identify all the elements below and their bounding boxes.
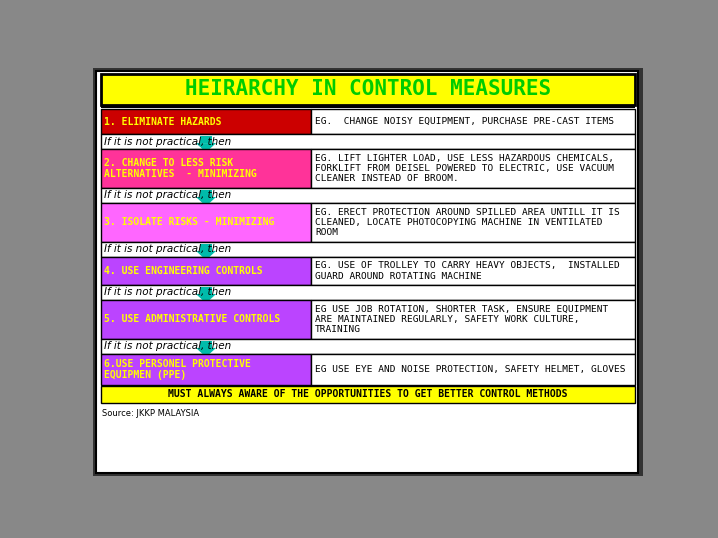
Bar [101,339,635,354]
Bar [312,300,635,339]
Polygon shape [196,348,216,357]
Polygon shape [196,197,216,206]
Bar [101,149,312,188]
Bar [200,341,213,348]
Bar [101,134,635,149]
Bar [101,74,635,104]
Bar [101,354,312,385]
Bar [200,190,213,197]
Text: 5. USE ADMINISTRATIVE CONTROLS: 5. USE ADMINISTRATIVE CONTROLS [105,314,281,324]
Bar [101,300,312,339]
Text: 3. ISOLATE RISKS - MINIMIZING: 3. ISOLATE RISKS - MINIMIZING [105,217,275,228]
Text: EG USE EYE AND NOISE PROTECTION, SAFETY HELMET, GLOVES: EG USE EYE AND NOISE PROTECTION, SAFETY … [315,365,626,374]
Bar [200,287,213,294]
Text: 4. USE ENGINEERING CONTROLS: 4. USE ENGINEERING CONTROLS [105,266,263,276]
Text: 6.USE PERSONEL PROTECTIVE
EQUIPMEN (PPE): 6.USE PERSONEL PROTECTIVE EQUIPMEN (PPE) [105,359,251,380]
Polygon shape [196,143,216,152]
Bar [101,109,312,134]
Bar [101,285,635,300]
Bar [200,136,213,143]
Bar [200,244,213,251]
Text: EG.  CHANGE NOISY EQUIPMENT, PURCHASE PRE-CAST ITEMS: EG. CHANGE NOISY EQUIPMENT, PURCHASE PRE… [315,117,615,126]
Polygon shape [196,294,216,303]
Bar [101,257,312,285]
Text: EG USE JOB ROTATION, SHORTER TASK, ENSURE EQUIPMENT
ARE MAINTAINED REGULARLY, SA: EG USE JOB ROTATION, SHORTER TASK, ENSUR… [315,305,609,334]
Text: Source: JKKP MALAYSIA: Source: JKKP MALAYSIA [102,409,200,417]
Text: EG. USE OF TROLLEY TO CARRY HEAVY OBJECTS,  INSTALLED
GUARD AROUND ROTATING MACH: EG. USE OF TROLLEY TO CARRY HEAVY OBJECT… [315,261,620,281]
Bar [101,386,635,402]
Text: If it is not practical, then: If it is not practical, then [105,137,232,146]
Text: If it is not practical, then: If it is not practical, then [105,244,232,254]
Text: EG. ERECT PROTECTION AROUND SPILLED AREA UNTILL IT IS
CLEANED, LOCATE PHOTOCOPYI: EG. ERECT PROTECTION AROUND SPILLED AREA… [315,208,620,237]
Bar [312,203,635,242]
Text: 1. ELIMINATE HAZARDS: 1. ELIMINATE HAZARDS [105,117,222,126]
Bar [101,242,635,257]
Polygon shape [196,251,216,260]
Bar [101,104,635,109]
Bar [101,203,312,242]
Text: EG. LIFT LIGHTER LOAD, USE LESS HAZARDOUS CHEMICALS,
FORKLIFT FROM DEISEL POWERE: EG. LIFT LIGHTER LOAD, USE LESS HAZARDOU… [315,154,615,183]
Text: If it is not practical, then: If it is not practical, then [105,287,232,298]
Text: If it is not practical, then: If it is not practical, then [105,190,232,201]
Text: HEIRARCHY IN CONTROL MEASURES: HEIRARCHY IN CONTROL MEASURES [185,79,551,99]
Bar [101,188,635,203]
Bar [312,257,635,285]
Text: 2. CHANGE TO LESS RISK
ALTERNATIVES  - MINIMIZING: 2. CHANGE TO LESS RISK ALTERNATIVES - MI… [105,158,257,179]
Text: MUST ALWAYS AWARE OF THE OPPORTUNITIES TO GET BETTER CONTROL METHODS: MUST ALWAYS AWARE OF THE OPPORTUNITIES T… [168,389,568,399]
Bar [312,109,635,134]
Bar [312,149,635,188]
Bar [312,354,635,385]
Text: If it is not practical, then: If it is not practical, then [105,342,232,351]
